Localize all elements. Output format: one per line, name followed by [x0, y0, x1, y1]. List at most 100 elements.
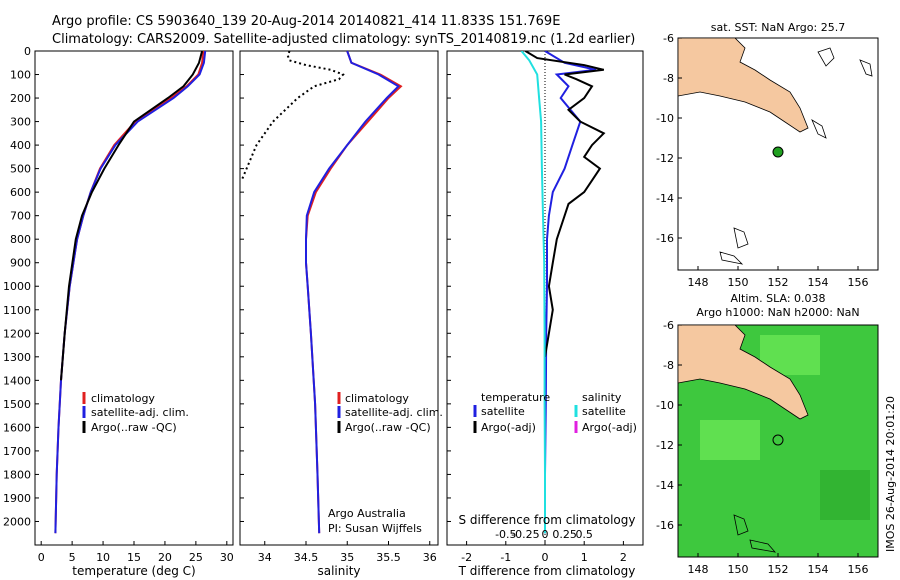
y-tick-label: 0 — [24, 45, 31, 58]
x-ticks: 0 5 10 15 20 25 30 34 34.5 35 35.5 36 -2 -1 0 1 2 -0.5-0.… — [38, 528, 627, 564]
map-x-tick-label: 150 — [728, 563, 749, 576]
new-guinea-land — [678, 38, 809, 133]
map-y-tick-label: -12 — [656, 439, 674, 452]
map-y-tick-label: -12 — [656, 152, 674, 165]
salinity-xlabel: salinity — [317, 564, 360, 578]
map-y-tick-label: -6 — [663, 32, 674, 45]
x-tick-label: 15 — [127, 551, 141, 564]
legend-header-salinity: salinity — [582, 391, 622, 404]
difference-lines — [520, 51, 606, 545]
map-y-tick-label: -14 — [656, 479, 674, 492]
x-tick-label: 36 — [423, 551, 437, 564]
island — [859, 59, 873, 77]
salinity-legend: climatology satellite-adj. clim. Argo(..… — [328, 392, 443, 535]
watermark: IMOS 26-Aug-2014 20:01:20 — [884, 396, 897, 552]
series-climatology — [54, 51, 205, 534]
temperature-lines — [54, 51, 207, 534]
x-tick-label: 30 — [220, 551, 234, 564]
x-tick-label: 2 — [620, 551, 627, 564]
island — [817, 47, 835, 67]
header-line2: Climatology: CARS2009. Satellite-adjuste… — [52, 32, 635, 47]
island — [733, 514, 749, 536]
x-tick-label: -2 — [461, 551, 472, 564]
island — [811, 119, 827, 139]
sla-map — [677, 324, 879, 558]
legend-s-argo: Argo(-adj) — [582, 421, 637, 434]
legend-satellite-adj: satellite-adj. clim. — [91, 406, 189, 419]
island — [749, 539, 777, 553]
difference-xlabel2: S difference from climatology — [459, 513, 636, 527]
y-tick-label: 200 — [10, 92, 31, 105]
sla-map-subtitle: Argo h1000: NaN h2000: NaN — [696, 306, 859, 319]
map-y-tick-label: -10 — [656, 399, 674, 412]
y-tick-label: 1600 — [3, 421, 31, 434]
y-tick-label: 100 — [10, 69, 31, 82]
depth-ticks: 0 100 200 300 400 500 600 700 800 900 1000 1100 1200… — [3, 45, 451, 528]
y-tick-label: 1100 — [3, 304, 31, 317]
series-s-satellite — [520, 51, 546, 534]
map-x-tick-label: 154 — [808, 276, 829, 289]
x2-tick-label: -0.25 — [511, 528, 539, 541]
y-tick-label: 1400 — [3, 374, 31, 387]
x-tick-label: -1 — [500, 551, 511, 564]
y-tick-label: 800 — [10, 233, 31, 246]
x2-tick-label: 0 — [542, 528, 549, 541]
sla-patch — [820, 470, 870, 520]
map-x-tick-label: 156 — [848, 563, 869, 576]
map-x-tick-label: 148 — [688, 563, 709, 576]
legend-satellite-adj: satellite-adj. clim. — [345, 406, 443, 419]
y-tick-label: 700 — [10, 210, 31, 223]
x-tick-label: 35 — [340, 551, 354, 564]
y-tick-label: 2000 — [3, 515, 31, 528]
salinity-axes — [239, 50, 439, 546]
series-argo-raw-qc- — [240, 51, 345, 181]
x-tick-label: 34 — [258, 551, 272, 564]
x-tick-label: 25 — [189, 551, 203, 564]
legend-climatology: climatology — [345, 392, 409, 405]
sst-map-ticks: 148 150 152 154 156 -6 -8 -10 -12 -14 -16 — [656, 32, 868, 289]
sla-patch — [700, 420, 760, 460]
legend-t-argo: Argo(-adj) — [481, 421, 536, 434]
map-x-tick-label: 152 — [768, 276, 789, 289]
map-y-tick-label: -8 — [663, 72, 674, 85]
header-line1: Argo profile: CS 5903640_139 20-Aug-2014… — [52, 14, 560, 29]
new-guinea-land — [678, 325, 809, 420]
x-tick-label: 10 — [96, 551, 110, 564]
x-tick-label: 0 — [542, 551, 549, 564]
y-tick-label: 1700 — [3, 445, 31, 458]
series-argo-raw-qc- — [60, 51, 204, 381]
map-x-tick-label: 156 — [848, 276, 869, 289]
x-tick-label: 34.5 — [294, 551, 319, 564]
temperature-legend: climatology satellite-adj. clim. Argo(..… — [82, 392, 189, 434]
legend-argo: Argo(..raw -QC) — [91, 421, 177, 434]
map-x-tick-label: 150 — [728, 276, 749, 289]
argo-position-marker — [772, 146, 784, 158]
legend-header-temperature: temperature — [481, 391, 550, 404]
temperature-xlabel: temperature (deg C) — [72, 564, 195, 578]
x-tick-label: 20 — [158, 551, 172, 564]
y-tick-label: 1800 — [3, 468, 31, 481]
difference-xlabel: T difference from climatology — [458, 564, 636, 578]
y-tick-label: 1200 — [3, 327, 31, 340]
series-climatology — [305, 51, 403, 534]
sst-map — [677, 37, 879, 271]
difference-legend: temperature salinity satellite Argo(-adj… — [473, 391, 637, 434]
map-y-tick-label: -8 — [663, 359, 674, 372]
y-tick-label: 1500 — [3, 398, 31, 411]
x-tick-label: 35.5 — [376, 551, 401, 564]
island — [733, 227, 749, 249]
x2-tick-label: 0.5 — [575, 528, 593, 541]
x2-tick-label: 0.25 — [552, 528, 577, 541]
x-tick-label: 5 — [69, 551, 76, 564]
annotation-pi: PI: Susan Wijffels — [328, 522, 422, 535]
sla-map-ticks: 148 150 152 154 156 -6 -8 -10 -12 -14 -16 — [656, 319, 868, 576]
sst-map-title: sat. SST: NaN Argo: 25.7 — [711, 21, 845, 34]
y-tick-label: 1000 — [3, 280, 31, 293]
legend-t-satellite: satellite — [481, 405, 525, 418]
map-x-tick-label: 148 — [688, 276, 709, 289]
argo-position-marker — [772, 434, 784, 446]
y-tick-label: 600 — [10, 186, 31, 199]
x-tick-label: 1 — [581, 551, 588, 564]
annotation-argo-australia: Argo Australia — [328, 507, 406, 520]
